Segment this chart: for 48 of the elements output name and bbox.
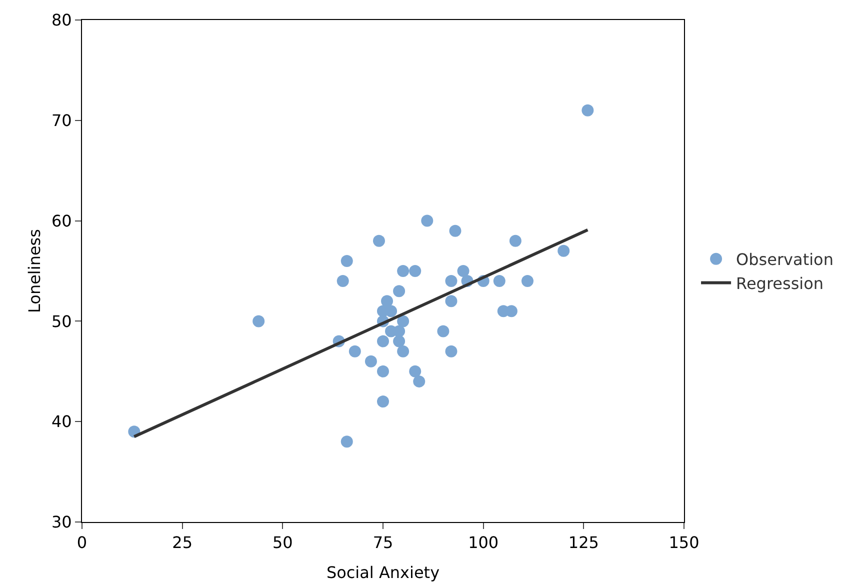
y-tick-label: 40 xyxy=(51,412,72,432)
point xyxy=(421,214,434,227)
point xyxy=(348,345,361,358)
point xyxy=(509,234,522,247)
x-tick-label: 50 xyxy=(272,533,293,552)
point xyxy=(381,295,394,308)
point xyxy=(393,335,406,348)
point xyxy=(393,285,406,298)
x-tick-label: 150 xyxy=(668,533,700,552)
point xyxy=(377,365,389,378)
point xyxy=(397,345,410,358)
x-tick-label: 125 xyxy=(568,533,599,552)
point xyxy=(397,265,410,277)
point xyxy=(340,254,353,267)
point xyxy=(409,365,422,378)
point xyxy=(582,104,594,116)
point xyxy=(397,315,410,328)
y-tick-label: 70 xyxy=(51,111,72,130)
point xyxy=(252,315,265,328)
point xyxy=(558,244,570,257)
x-tick-label: 0 xyxy=(76,533,88,552)
point xyxy=(449,224,462,237)
x-tick-label: 75 xyxy=(372,533,394,552)
point xyxy=(413,375,426,388)
point xyxy=(372,234,385,247)
point xyxy=(409,265,422,277)
x-tick-label: 100 xyxy=(468,533,499,552)
y-tick-label: 60 xyxy=(51,211,72,230)
point xyxy=(364,355,377,368)
point xyxy=(437,325,450,338)
y-tick-label: 80 xyxy=(51,10,72,30)
point xyxy=(377,335,389,348)
point xyxy=(521,275,534,288)
point xyxy=(445,295,458,308)
y-tick-label: 50 xyxy=(51,312,72,331)
legend-label: Observation xyxy=(736,250,834,270)
point xyxy=(445,345,458,358)
y-tick-label: 30 xyxy=(51,512,72,532)
x-axis-title: Social Anxiety xyxy=(326,563,440,582)
legend-label: Regression xyxy=(736,274,824,293)
point xyxy=(493,275,506,288)
point xyxy=(336,275,349,288)
x-tick-label: 25 xyxy=(172,533,193,552)
point xyxy=(377,396,389,408)
y-axis-title: Loneliness xyxy=(25,229,44,313)
point xyxy=(445,275,458,288)
point xyxy=(457,265,470,277)
point xyxy=(340,436,353,448)
